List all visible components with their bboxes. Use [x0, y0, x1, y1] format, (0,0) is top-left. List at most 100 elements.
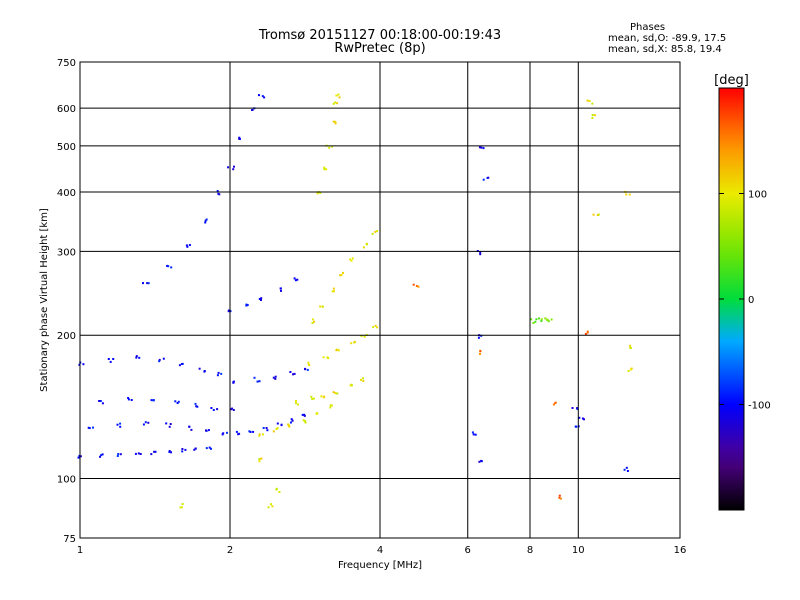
scatter-point	[544, 317, 547, 320]
scatter-point	[117, 453, 120, 455]
scatter-point	[137, 452, 140, 455]
scatter-point	[251, 108, 254, 111]
scatter-point	[627, 370, 630, 372]
scatter-point	[376, 326, 379, 329]
scatter-point	[558, 494, 561, 497]
scatter-point	[246, 304, 249, 306]
scatter-point	[169, 423, 172, 425]
scatter-point	[252, 430, 255, 433]
scatter-point	[150, 453, 153, 456]
scatter-point	[372, 326, 375, 329]
x-tick-label: 8	[527, 545, 533, 556]
scatter-point	[482, 147, 485, 150]
scatter-point	[287, 423, 290, 426]
scatter-point	[238, 137, 241, 140]
scatter-point	[316, 192, 319, 195]
scatter-point	[99, 400, 102, 402]
scatter-point	[79, 455, 82, 458]
scatter-point	[482, 178, 485, 181]
scatter-point	[290, 418, 293, 421]
scatter-point	[530, 318, 533, 321]
scatter-point	[376, 230, 379, 233]
scatter-point	[374, 324, 377, 327]
scatter-point	[101, 402, 104, 405]
x-axis-label: Frequency [MHz]	[338, 560, 422, 571]
scatter-point	[258, 94, 260, 97]
scatter-point	[480, 334, 483, 337]
plot-frame	[79, 61, 681, 539]
y-tick-label: 600	[57, 104, 76, 115]
scatter-point	[417, 285, 420, 288]
scatter-point	[320, 395, 323, 398]
scatter-point	[276, 427, 279, 430]
scatter-point	[262, 427, 265, 429]
grid-layer	[80, 62, 680, 538]
scatter-point	[77, 456, 80, 459]
scatter-point	[480, 459, 483, 462]
colorbar-tick-label: 100	[748, 190, 767, 201]
scatter-point	[629, 344, 632, 347]
scatter-point	[323, 166, 326, 169]
scatter-point	[550, 318, 553, 321]
scatter-point	[350, 342, 353, 345]
scatter-point	[329, 406, 332, 409]
scatter-point	[98, 400, 101, 402]
scatter-point	[210, 407, 213, 409]
y-tick-label: 100	[57, 475, 76, 486]
scatter-point	[337, 349, 340, 352]
scatter-point	[479, 253, 482, 256]
scatter-point	[181, 450, 184, 453]
chart-title: Tromsø 20151127 00:18:00-00:19:43	[258, 28, 502, 43]
scatter-point	[332, 120, 335, 123]
scatter-point	[186, 245, 189, 248]
scatter-point	[303, 414, 306, 417]
scatter-point	[188, 244, 191, 246]
scatter-point	[415, 285, 418, 287]
scatter-point	[307, 361, 310, 364]
scatter-point	[119, 453, 122, 456]
scatter-point	[310, 395, 313, 398]
scatter-point	[101, 453, 104, 456]
scatter-point	[216, 408, 219, 411]
scatter-point	[338, 96, 341, 99]
scatter-point	[217, 371, 220, 374]
scatter-point	[109, 360, 112, 363]
scatter-point	[116, 423, 119, 426]
scatter-point	[147, 421, 150, 424]
scatter-point	[478, 460, 481, 463]
scatter-point	[154, 450, 157, 453]
scatter-point	[581, 417, 584, 420]
scatter-point	[586, 99, 589, 102]
scatter-point	[293, 372, 296, 375]
y-tick-label: 500	[57, 142, 76, 153]
scatter-point	[260, 297, 263, 300]
scatter-point	[334, 122, 337, 125]
scatter-point	[100, 454, 103, 457]
scatter-point	[313, 320, 315, 323]
scatter-point	[479, 350, 482, 353]
scatter-point	[322, 356, 325, 359]
scatter-point	[297, 403, 299, 406]
scatter-point	[92, 426, 94, 429]
scatter-point	[351, 257, 354, 260]
scatter-point	[292, 373, 294, 376]
colorbar-tick-label: -100	[748, 401, 771, 412]
colorbar-unit-label: [deg]	[714, 73, 749, 88]
scatter-point	[335, 349, 338, 352]
scatter-point	[279, 287, 282, 290]
scatter-point	[312, 397, 315, 400]
scatter-point	[296, 278, 299, 281]
y-tick-label: 300	[57, 247, 76, 258]
scatter-point	[230, 408, 233, 411]
scatter-point	[188, 425, 191, 428]
scatter-point	[629, 368, 632, 371]
y-tick-label: 75	[63, 534, 76, 545]
scatter-point	[203, 370, 206, 372]
x-tick-label: 16	[674, 545, 687, 556]
scatter-point	[321, 305, 324, 308]
y-tick-label: 200	[57, 331, 76, 342]
scatter-point	[168, 425, 171, 428]
scatter-point	[534, 320, 537, 323]
scatter-point	[167, 265, 170, 268]
scatter-point	[471, 431, 474, 434]
